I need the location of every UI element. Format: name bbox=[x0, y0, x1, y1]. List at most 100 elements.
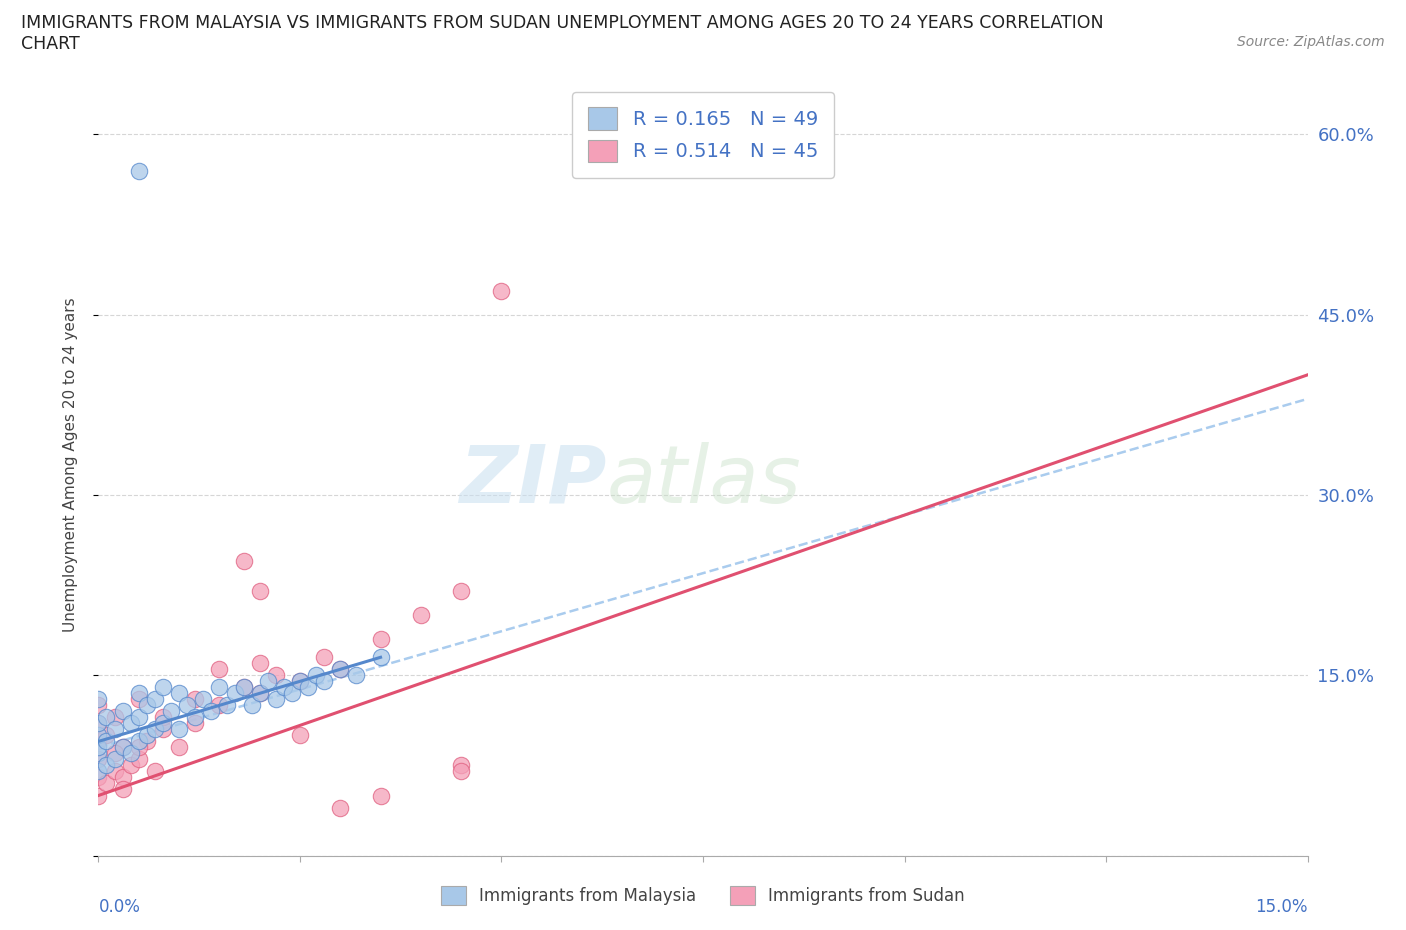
Point bbox=[87, 764, 110, 779]
Point bbox=[184, 710, 207, 724]
Text: ZIP: ZIP bbox=[458, 442, 606, 520]
Point bbox=[450, 584, 472, 599]
Point bbox=[273, 680, 295, 695]
Point bbox=[135, 728, 157, 743]
Point bbox=[96, 710, 118, 724]
Point bbox=[193, 692, 215, 707]
Point bbox=[450, 758, 472, 773]
Text: CHART: CHART bbox=[21, 35, 80, 53]
Point bbox=[256, 674, 278, 689]
Y-axis label: Unemployment Among Ages 20 to 24 years: Unemployment Among Ages 20 to 24 years bbox=[63, 298, 77, 632]
Point bbox=[152, 680, 174, 695]
Point bbox=[128, 692, 150, 707]
Point bbox=[184, 716, 207, 731]
Point bbox=[249, 686, 271, 701]
Point bbox=[87, 728, 110, 743]
Point bbox=[232, 680, 254, 695]
Point bbox=[103, 764, 125, 779]
Point bbox=[152, 722, 174, 737]
Point bbox=[120, 758, 142, 773]
Point bbox=[344, 668, 367, 683]
Point bbox=[103, 746, 125, 761]
Point bbox=[370, 650, 392, 665]
Point bbox=[87, 716, 110, 731]
Point bbox=[87, 770, 110, 785]
Point bbox=[329, 662, 352, 677]
Point bbox=[281, 686, 304, 701]
Point bbox=[111, 704, 134, 719]
Text: Source: ZipAtlas.com: Source: ZipAtlas.com bbox=[1237, 35, 1385, 49]
Point bbox=[288, 728, 311, 743]
Point bbox=[96, 728, 118, 743]
Point bbox=[128, 752, 150, 767]
Point bbox=[111, 782, 134, 797]
Text: 0.0%: 0.0% bbox=[98, 897, 141, 916]
Point bbox=[176, 698, 198, 712]
Point bbox=[329, 800, 352, 815]
Point bbox=[96, 758, 118, 773]
Text: IMMIGRANTS FROM MALAYSIA VS IMMIGRANTS FROM SUDAN UNEMPLOYMENT AMONG AGES 20 TO : IMMIGRANTS FROM MALAYSIA VS IMMIGRANTS F… bbox=[21, 14, 1104, 32]
Point bbox=[135, 698, 157, 712]
Point bbox=[152, 710, 174, 724]
Point bbox=[87, 698, 110, 712]
Point bbox=[288, 674, 311, 689]
Point bbox=[249, 656, 271, 671]
Point bbox=[249, 686, 271, 701]
Point bbox=[208, 662, 231, 677]
Point bbox=[232, 553, 254, 568]
Text: 15.0%: 15.0% bbox=[1256, 897, 1308, 916]
Point bbox=[288, 674, 311, 689]
Point bbox=[224, 686, 246, 701]
Point bbox=[103, 752, 125, 767]
Point bbox=[249, 584, 271, 599]
Point bbox=[111, 770, 134, 785]
Point bbox=[128, 734, 150, 749]
Point bbox=[232, 680, 254, 695]
Point bbox=[128, 163, 150, 178]
Point bbox=[264, 668, 287, 683]
Point bbox=[96, 776, 118, 790]
Text: atlas: atlas bbox=[606, 442, 801, 520]
Point bbox=[491, 284, 513, 299]
Point bbox=[370, 788, 392, 803]
Point bbox=[103, 722, 125, 737]
Point bbox=[297, 680, 319, 695]
Point bbox=[128, 710, 150, 724]
Point bbox=[152, 716, 174, 731]
Point bbox=[208, 698, 231, 712]
Point bbox=[87, 752, 110, 767]
Point bbox=[128, 740, 150, 755]
Point bbox=[87, 692, 110, 707]
Point bbox=[120, 716, 142, 731]
Point bbox=[264, 692, 287, 707]
Point bbox=[143, 722, 166, 737]
Point bbox=[87, 746, 110, 761]
Point bbox=[305, 668, 328, 683]
Point bbox=[314, 650, 336, 665]
Point bbox=[87, 716, 110, 731]
Point bbox=[128, 686, 150, 701]
Point bbox=[143, 764, 166, 779]
Point bbox=[96, 734, 118, 749]
Point bbox=[217, 698, 239, 712]
Point bbox=[103, 710, 125, 724]
Point bbox=[184, 692, 207, 707]
Point bbox=[208, 680, 231, 695]
Point bbox=[167, 740, 190, 755]
Point bbox=[240, 698, 263, 712]
Legend: R = 0.165   N = 49, R = 0.514   N = 45: R = 0.165 N = 49, R = 0.514 N = 45 bbox=[572, 92, 834, 178]
Point bbox=[111, 740, 134, 755]
Point bbox=[167, 686, 190, 701]
Point bbox=[167, 722, 190, 737]
Point bbox=[87, 740, 110, 755]
Point bbox=[314, 674, 336, 689]
Point bbox=[120, 746, 142, 761]
Point bbox=[87, 734, 110, 749]
Legend: Immigrants from Malaysia, Immigrants from Sudan: Immigrants from Malaysia, Immigrants fro… bbox=[434, 879, 972, 911]
Point bbox=[200, 704, 222, 719]
Point bbox=[87, 788, 110, 803]
Point bbox=[370, 631, 392, 646]
Point bbox=[450, 764, 472, 779]
Point bbox=[160, 704, 183, 719]
Point bbox=[329, 662, 352, 677]
